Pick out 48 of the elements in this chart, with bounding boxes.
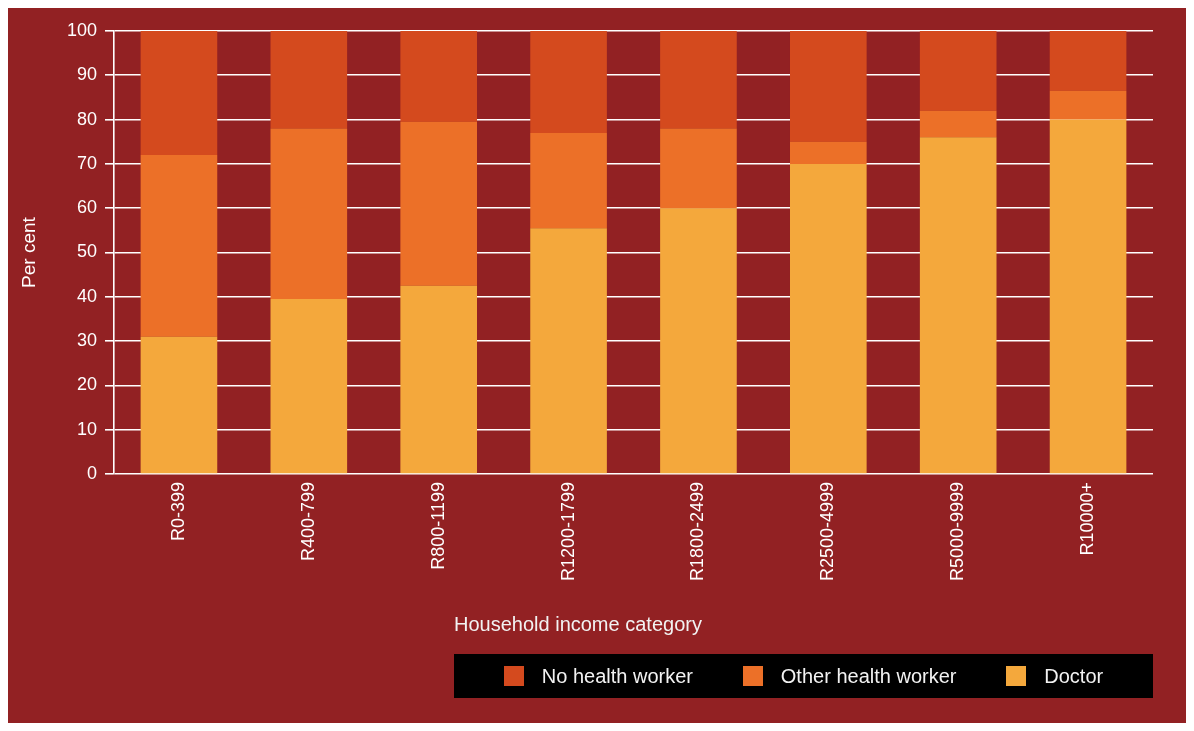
bar [140, 336, 218, 474]
bar [400, 121, 477, 286]
bar [140, 31, 218, 156]
legend-label: Doctor [1044, 664, 1104, 688]
bar [270, 299, 348, 474]
legend-label: Other health worker [780, 664, 957, 688]
y-axis-title: Per cent [17, 216, 39, 288]
x-tick-label: R2500-4999 [817, 482, 838, 582]
y-tick-label: 70 [76, 152, 97, 173]
x-tick-label: R0-399 [167, 482, 188, 542]
y-tick-label: 40 [76, 285, 97, 306]
y-tick-label: 90 [76, 64, 97, 85]
bar [790, 163, 867, 474]
bar [919, 137, 997, 474]
x-axis-title: Household income category [454, 612, 703, 637]
y-tick-label: 80 [76, 108, 97, 129]
x-tick-label: R800-1199 [427, 482, 448, 570]
bar [919, 31, 997, 111]
y-tick-label: 60 [76, 197, 97, 218]
legend-label: No health worker [541, 664, 693, 688]
y-tick-label: 10 [76, 418, 97, 439]
bar [790, 31, 867, 142]
bar [530, 31, 607, 133]
bar [919, 110, 997, 138]
bar [660, 128, 737, 209]
bar [660, 31, 737, 129]
bar [270, 128, 348, 300]
bar [1049, 119, 1127, 474]
x-tick-label: R1800-2499 [687, 482, 708, 582]
y-tick-label: 20 [76, 374, 97, 395]
y-tick-label: 0 [86, 462, 97, 483]
bar [1049, 31, 1127, 91]
x-tick-label: R1200-1799 [557, 482, 578, 582]
bar [530, 228, 607, 474]
bar [790, 141, 867, 164]
bar [400, 31, 477, 122]
bar [660, 208, 737, 474]
x-tick-label: R10000+ [1077, 482, 1098, 556]
x-tick-label: R400-799 [297, 482, 318, 562]
bar [1049, 90, 1127, 120]
bar [530, 132, 607, 229]
y-tick-label: 100 [66, 19, 97, 40]
bar [140, 155, 218, 337]
x-tick-label: R5000-9999 [947, 482, 968, 582]
bar [270, 31, 348, 129]
y-tick-label: 50 [76, 241, 97, 262]
bar [400, 285, 477, 474]
y-tick-label: 30 [76, 330, 97, 351]
